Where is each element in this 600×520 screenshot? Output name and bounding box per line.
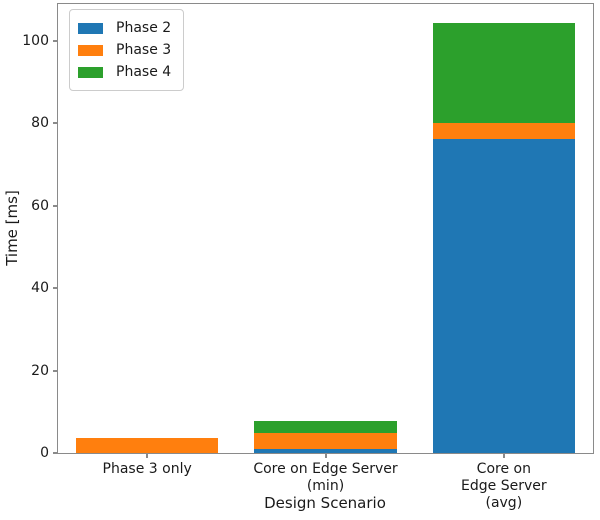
y-tick-label-0: 0 <box>40 445 49 461</box>
legend-entry-phase-3: Phase 3 <box>78 39 171 61</box>
legend-color-patch-phase-3 <box>78 44 103 56</box>
legend: Phase 2 Phase 3 Phase 4 <box>69 9 185 91</box>
bar-segment-core-on-edge-server-avg-phase-4 <box>432 22 576 124</box>
x-axis-label: Design Scenario <box>264 494 386 512</box>
x-tick-mark-core-on-edge-server-min <box>324 453 327 458</box>
bar-segment-core-on-edge-server-avg-phase-3 <box>432 123 576 140</box>
legend-color-patch-phase-2 <box>78 22 103 34</box>
x-tick-label-core-on-edge-server-min: Core on Edge Server (min) <box>253 461 398 494</box>
y-tick-mark-40 <box>53 287 58 290</box>
legend-label-phase-3: Phase 3 <box>116 42 172 58</box>
bar-segment-phase-3-only-phase-3 <box>75 437 219 453</box>
y-tick-label-40: 40 <box>31 280 49 297</box>
legend-label-phase-2: Phase 2 <box>116 20 172 36</box>
bar-segment-core-on-edge-server-avg-phase-2 <box>432 139 576 453</box>
legend-entry-phase-2: Phase 2 <box>78 17 171 39</box>
x-tick-mark-core-on-edge-server-avg <box>502 453 505 458</box>
y-axis-label: Time [ms] <box>3 190 21 266</box>
y-tick-mark-80 <box>53 122 58 125</box>
y-tick-mark-100 <box>53 40 58 43</box>
x-tick-mark-phase-3-only <box>146 453 149 458</box>
plot-area: Phase 2 Phase 3 Phase 4 0 20 40 60 80 100 Phase … <box>22 3 594 511</box>
y-tick-mark-20 <box>53 369 58 372</box>
bar-segment-core-on-edge-server-min-phase-3 <box>254 433 397 449</box>
bar-segment-core-on-edge-server-min-phase-2 <box>254 448 397 453</box>
y-tick-label-100: 100 <box>22 33 49 50</box>
y-tick-mark-60 <box>53 204 58 207</box>
bar-segment-core-on-edge-server-min-phase-4 <box>254 421 397 434</box>
legend-label-phase-4: Phase 4 <box>116 64 172 80</box>
x-tick-label-phase-3-only: Phase 3 only <box>102 461 192 477</box>
y-tick-label-80: 80 <box>31 115 49 132</box>
legend-entry-phase-4: Phase 4 <box>78 61 171 83</box>
legend-color-patch-phase-4 <box>78 66 103 78</box>
y-tick-label-20: 20 <box>31 362 49 379</box>
y-tick-mark-0 <box>53 452 58 454</box>
y-tick-label-60: 60 <box>31 197 49 214</box>
x-tick-label-core-on-edge-server-avg: Core on Edge Server (avg) <box>461 461 547 511</box>
